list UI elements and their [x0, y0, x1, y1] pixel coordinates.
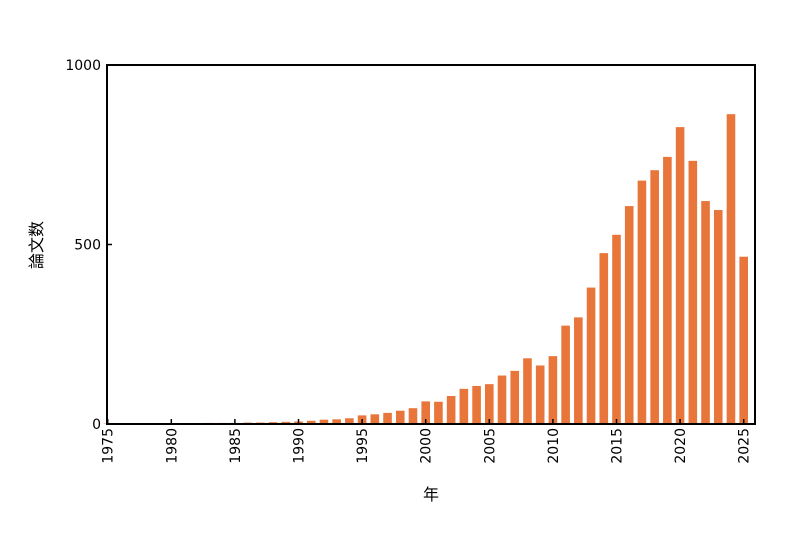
- y-axis-label: 論文数: [27, 221, 46, 269]
- bar-2005: [485, 384, 494, 424]
- bar-2002: [446, 396, 456, 424]
- x-tick-label: 1975: [101, 428, 117, 464]
- bar-2019: [663, 156, 672, 424]
- bar-1999: [408, 408, 418, 424]
- bar-2015: [612, 234, 621, 424]
- bar-2014: [599, 253, 609, 424]
- bar-2008: [523, 358, 532, 424]
- bar-2001: [434, 401, 443, 424]
- x-tick-label: 2025: [737, 428, 753, 464]
- y-axis: 0 500 1000: [65, 58, 112, 433]
- x-tick-label: 2000: [419, 428, 435, 464]
- x-axis: 1975 1980 1985 1990 1995 2000 2005 2010 2015 2020…: [101, 419, 753, 464]
- bar-2003: [459, 388, 469, 424]
- bar-2006: [497, 375, 507, 424]
- x-tick-label: 1990: [292, 428, 308, 464]
- bar-2009: [535, 365, 545, 424]
- bar-2000: [421, 401, 430, 424]
- bar-2013: [586, 287, 596, 424]
- bars-group: [103, 114, 748, 425]
- bar-2017: [637, 180, 647, 424]
- x-tick-label: 2015: [610, 428, 626, 464]
- bar-1992: [319, 419, 329, 424]
- bar-2023: [713, 210, 723, 424]
- bar-2016: [624, 206, 634, 424]
- bar-2021: [688, 160, 698, 424]
- bar-1997: [383, 412, 392, 424]
- bar-2020: [675, 127, 685, 425]
- x-tick-label: 1985: [228, 428, 244, 464]
- bar-1989: [281, 421, 291, 424]
- bar-1993: [332, 419, 341, 424]
- bar-1996: [370, 414, 380, 424]
- x-axis-label: 年: [423, 485, 439, 504]
- bar-2011: [561, 325, 570, 424]
- y-tick-label: 500: [74, 238, 101, 254]
- bar-2012: [574, 317, 583, 424]
- x-tick-label: 2010: [546, 428, 562, 464]
- y-tick-label: 0: [92, 417, 101, 433]
- bar-2022: [701, 201, 710, 424]
- bar-2007: [510, 370, 520, 424]
- x-tick-label: 2020: [673, 428, 689, 464]
- bar-2004: [472, 385, 481, 424]
- x-tick-label: 2005: [482, 428, 498, 464]
- bar-2024: [726, 114, 736, 425]
- bar-2025: [739, 256, 748, 424]
- x-tick-label: 1995: [355, 428, 371, 464]
- bar-1998: [395, 410, 405, 424]
- bar-1991: [306, 420, 316, 424]
- x-tick-label: 1980: [164, 428, 180, 464]
- y-tick-label: 1000: [65, 58, 101, 74]
- bar-1994: [345, 418, 354, 424]
- bar-2018: [650, 170, 659, 424]
- bar-2010: [548, 356, 558, 424]
